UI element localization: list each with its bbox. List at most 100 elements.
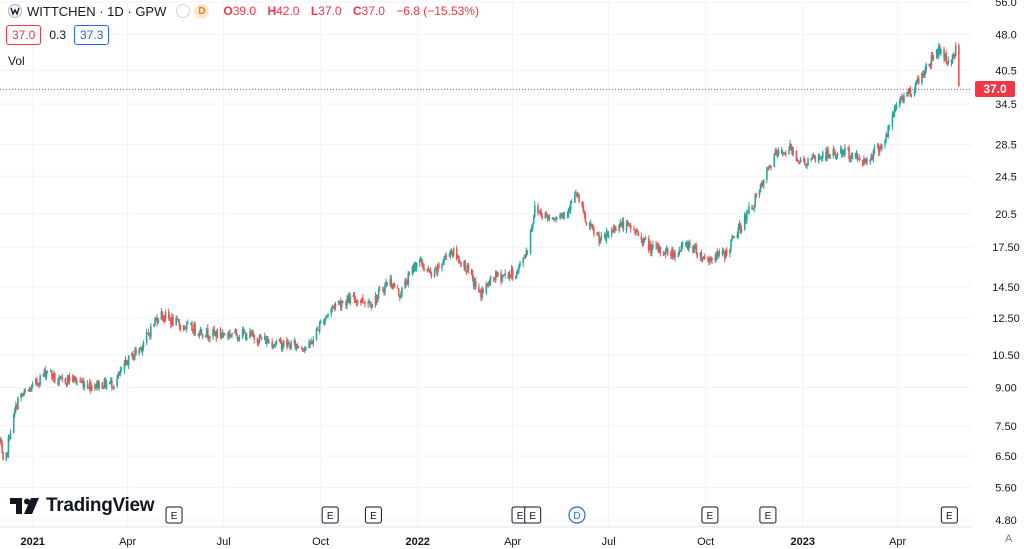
candle-body xyxy=(671,249,673,256)
earnings-marker[interactable]: E xyxy=(701,506,719,524)
candle-body xyxy=(656,245,658,247)
candle xyxy=(709,255,711,265)
candle xyxy=(140,346,143,353)
symbol-title[interactable]: WITTCHEN · 1D · GPW xyxy=(27,3,167,19)
candle-body xyxy=(42,374,45,376)
candle-body xyxy=(915,79,918,83)
candle-body xyxy=(566,214,569,216)
candle xyxy=(333,303,336,312)
candle-body xyxy=(567,209,570,215)
candle xyxy=(700,249,703,262)
earnings-marker[interactable]: E xyxy=(940,506,958,524)
earnings-marker[interactable]: E xyxy=(165,506,183,524)
candle xyxy=(391,284,394,290)
candle-body xyxy=(951,54,954,64)
candle xyxy=(96,380,98,391)
chart-legend: WITTCHEN · 1D · GPW D O39.0 H42.0 L37.0 … xyxy=(8,2,483,20)
candle-body xyxy=(356,299,359,304)
candle xyxy=(737,223,740,239)
candle xyxy=(323,318,325,326)
candle-body xyxy=(49,370,52,372)
candle xyxy=(12,413,15,434)
candle-body xyxy=(208,336,210,339)
candle xyxy=(352,292,355,298)
candle-body xyxy=(398,294,401,298)
candle xyxy=(678,246,681,256)
candle xyxy=(909,86,912,97)
candle-body xyxy=(501,275,503,282)
dividend-marker[interactable]: D xyxy=(568,506,586,524)
candle-body xyxy=(827,149,829,156)
candle-body xyxy=(666,248,669,254)
delayed-data-badge[interactable]: D xyxy=(194,3,210,19)
candle-body xyxy=(458,255,460,264)
candle xyxy=(501,275,503,284)
candle xyxy=(802,155,805,163)
candle-body xyxy=(644,237,647,239)
candle-body xyxy=(722,250,725,253)
candle-body xyxy=(400,295,402,298)
candle xyxy=(392,282,395,290)
candle xyxy=(762,179,765,190)
earnings-marker[interactable]: E xyxy=(524,506,542,524)
candle-body xyxy=(888,125,891,127)
candle xyxy=(886,133,888,138)
candle-body xyxy=(917,78,920,84)
candle-body xyxy=(376,295,379,302)
candle xyxy=(234,328,237,334)
candle-body xyxy=(900,96,902,101)
candle xyxy=(356,299,359,307)
candle-body xyxy=(120,369,123,371)
earnings-marker[interactable]: E xyxy=(511,506,529,524)
candle xyxy=(664,248,667,259)
low-value: 37.0 xyxy=(318,4,342,18)
autoscale-button[interactable]: A xyxy=(1005,533,1013,545)
earnings-marker[interactable]: E xyxy=(321,506,339,524)
candle-body xyxy=(754,194,757,206)
volume-label[interactable]: Vol xyxy=(8,54,25,68)
candle-body xyxy=(684,243,687,245)
candle-body xyxy=(17,397,19,409)
candle-body xyxy=(625,223,628,231)
tradingview-logo[interactable]: TradingView xyxy=(10,495,155,517)
candle xyxy=(38,382,40,389)
earnings-marker[interactable]: E xyxy=(364,506,382,524)
candle-body xyxy=(61,377,64,379)
candle xyxy=(155,316,157,321)
price-tick-label: 56.0 xyxy=(995,0,1016,9)
candle-body xyxy=(478,287,480,291)
candle xyxy=(755,192,758,199)
candle-body xyxy=(280,340,283,350)
candle xyxy=(603,232,606,239)
candle-body xyxy=(45,371,48,377)
visibility-icon[interactable] xyxy=(176,4,191,18)
earnings-marker[interactable]: E xyxy=(759,506,777,524)
candle-body xyxy=(472,278,475,287)
candle-body xyxy=(126,362,129,366)
candle-body xyxy=(94,385,96,389)
candle xyxy=(111,377,113,391)
candle-body xyxy=(718,251,721,254)
candle xyxy=(236,334,239,342)
candle xyxy=(368,298,370,304)
candle-body xyxy=(862,160,864,166)
candle xyxy=(522,257,524,268)
candle xyxy=(881,143,883,152)
candle-body xyxy=(492,276,495,279)
candle-body xyxy=(21,393,23,396)
candle xyxy=(884,139,886,149)
candle xyxy=(156,314,158,327)
candle xyxy=(840,146,843,159)
candle xyxy=(931,51,934,62)
candle-body xyxy=(330,308,333,314)
candle xyxy=(702,256,705,260)
candle xyxy=(272,344,274,350)
candle xyxy=(297,346,300,349)
candle xyxy=(486,282,489,288)
candle xyxy=(767,166,769,171)
candle-body xyxy=(404,280,406,288)
candle xyxy=(61,373,64,383)
candle xyxy=(856,152,859,163)
candle xyxy=(265,335,267,345)
